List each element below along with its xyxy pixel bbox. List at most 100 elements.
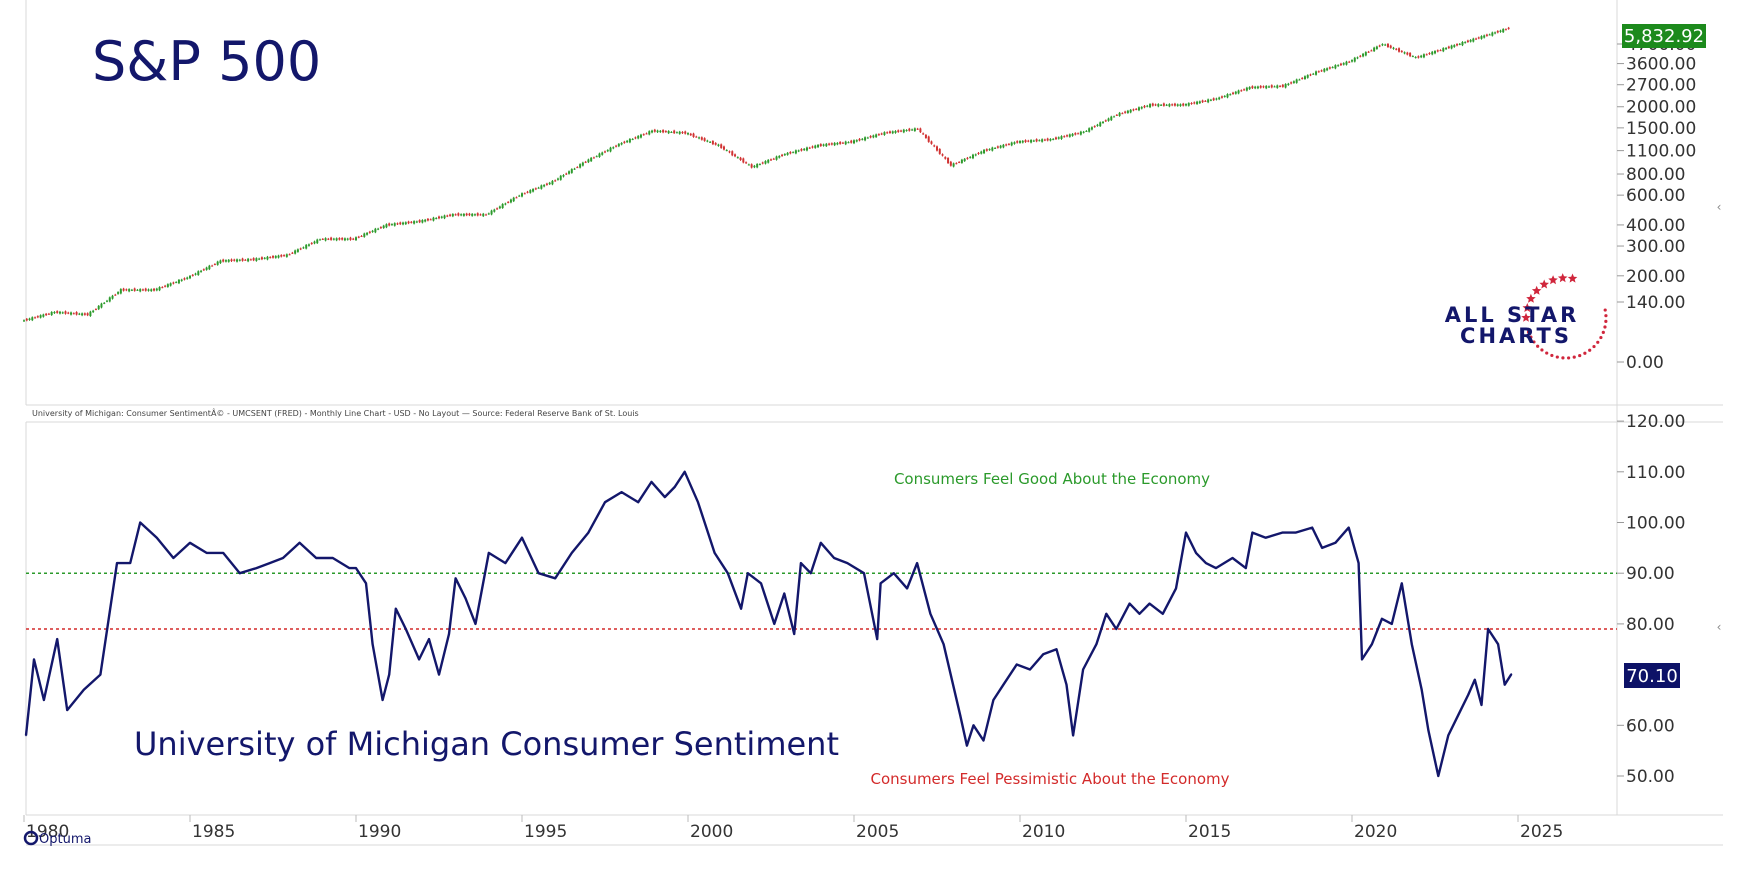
candle-body bbox=[1450, 45, 1453, 49]
candle-body bbox=[291, 252, 294, 254]
candle-body bbox=[656, 130, 659, 133]
sentiment-point bbox=[1002, 683, 1005, 686]
candle-body bbox=[706, 140, 709, 142]
sentiment-point bbox=[683, 471, 686, 473]
x-tick-label: 2015 bbox=[1188, 822, 1231, 842]
candle-body bbox=[1434, 51, 1436, 54]
candle-body bbox=[579, 164, 582, 168]
candle-body bbox=[274, 256, 277, 258]
candle-body bbox=[1176, 104, 1179, 106]
candle-body bbox=[1046, 138, 1049, 141]
candle-body bbox=[955, 163, 958, 165]
star-icon bbox=[1548, 275, 1558, 285]
sentiment-point bbox=[268, 562, 271, 564]
candle-body bbox=[919, 128, 922, 133]
candle-body bbox=[1256, 86, 1259, 89]
candle-body bbox=[581, 162, 584, 166]
candle-body bbox=[1326, 68, 1329, 71]
candle-body bbox=[664, 131, 667, 133]
sentiment-point bbox=[116, 562, 118, 564]
candle-body bbox=[556, 178, 559, 180]
candle-body bbox=[944, 157, 947, 159]
star-icon bbox=[1521, 312, 1531, 322]
candle-body bbox=[106, 300, 108, 302]
sentiment-point bbox=[1148, 602, 1151, 605]
sp500-panel: S&P 500 4700.003600.002700.002000.001500… bbox=[23, 24, 1721, 373]
chevron-left-icon[interactable]: ‹ bbox=[1717, 200, 1722, 214]
candle-body bbox=[1215, 98, 1218, 100]
candle-body bbox=[1010, 142, 1013, 146]
sentiment-point bbox=[1401, 582, 1403, 585]
candle-body bbox=[913, 128, 916, 131]
candle-body bbox=[285, 254, 288, 257]
candle-body bbox=[230, 259, 233, 262]
candle-body bbox=[1096, 124, 1099, 126]
candle-body bbox=[573, 168, 576, 170]
candle-body bbox=[1270, 85, 1273, 88]
sentiment-point bbox=[1487, 628, 1489, 630]
sentiment-point bbox=[454, 577, 457, 580]
chevron-left-icon[interactable]: ‹ bbox=[1717, 620, 1722, 634]
candle-body bbox=[1411, 56, 1414, 58]
sentiment-point bbox=[820, 541, 822, 544]
y-tick-label: 1100.00 bbox=[1626, 142, 1696, 162]
candle-body bbox=[421, 220, 424, 223]
candle-body bbox=[1129, 109, 1132, 113]
sentiment-point bbox=[139, 521, 141, 524]
candle-body bbox=[747, 164, 750, 166]
candle-body bbox=[1229, 94, 1232, 96]
sentiment-point bbox=[56, 638, 58, 640]
sentiment-point bbox=[1391, 623, 1393, 625]
candle-body bbox=[332, 238, 335, 240]
candle-body bbox=[1113, 116, 1116, 118]
candle-body bbox=[1431, 51, 1434, 55]
logo-dot bbox=[1583, 351, 1587, 355]
candle-body bbox=[366, 232, 369, 235]
logo-dot bbox=[1567, 356, 1571, 360]
candle-body bbox=[341, 238, 344, 240]
candle-body bbox=[936, 146, 938, 151]
star-icon bbox=[1526, 293, 1536, 303]
sentiment-point bbox=[650, 481, 653, 483]
candle-body bbox=[606, 150, 609, 152]
sentiment-point bbox=[663, 496, 666, 498]
candle-body bbox=[651, 130, 654, 133]
candle-body bbox=[272, 256, 274, 258]
candle-body bbox=[1102, 121, 1104, 123]
candle-body bbox=[462, 213, 465, 216]
candle-body bbox=[858, 138, 861, 141]
sentiment-point bbox=[504, 562, 507, 564]
candle-body bbox=[1245, 87, 1248, 91]
candle-body bbox=[67, 312, 70, 314]
candle-body bbox=[1323, 68, 1326, 72]
candle-body bbox=[833, 142, 836, 146]
candle-body bbox=[1068, 134, 1071, 137]
candle-body bbox=[479, 214, 482, 216]
candle-body bbox=[897, 130, 900, 132]
candle-body bbox=[692, 133, 695, 137]
y-tick-label: 110.00 bbox=[1626, 463, 1685, 483]
candle-body bbox=[551, 180, 554, 185]
candle-body bbox=[136, 289, 139, 291]
logo-dot bbox=[1526, 330, 1531, 334]
candle-body bbox=[938, 149, 941, 154]
candle-body bbox=[338, 238, 341, 240]
candle-body bbox=[999, 145, 1002, 148]
candle-body bbox=[493, 209, 496, 212]
sentiment-point bbox=[760, 582, 762, 585]
candle-body bbox=[1345, 61, 1348, 65]
candle-body bbox=[714, 142, 717, 145]
candle-body bbox=[1273, 86, 1276, 88]
candle-body bbox=[213, 264, 216, 266]
candle-body bbox=[360, 235, 363, 237]
candle-body bbox=[1395, 48, 1398, 50]
candle-body bbox=[623, 141, 626, 143]
x-tick-label: 1990 bbox=[358, 822, 401, 842]
candle-body bbox=[191, 274, 194, 276]
sentiment-point bbox=[172, 557, 175, 559]
sentiment-panel: University of Michigan: Consumer Sentime… bbox=[24, 407, 1722, 788]
candle-body bbox=[501, 204, 504, 208]
sentiment-point bbox=[1244, 567, 1247, 569]
sentiment-point bbox=[846, 562, 849, 564]
candle-body bbox=[908, 128, 911, 131]
